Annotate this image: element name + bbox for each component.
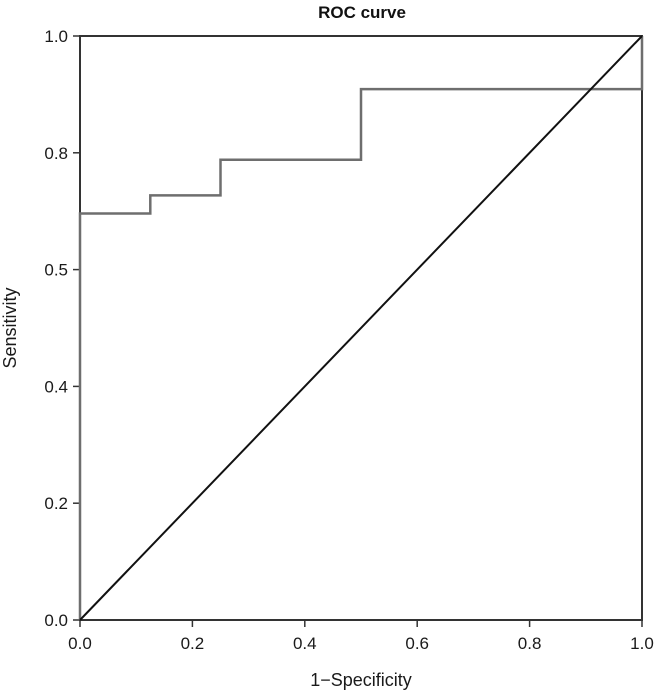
y-tick-label: 0.2 (44, 494, 68, 513)
x-tick-label: 0.2 (181, 634, 205, 653)
y-tick-label: 1.0 (44, 27, 68, 46)
chart-title: ROC curve (318, 3, 406, 22)
x-tick-label: 0.4 (293, 634, 317, 653)
roc-curve-line (78, 36, 644, 620)
reference-diagonal-line (79, 35, 643, 621)
x-axis-title: 1−Specificity (310, 670, 412, 690)
x-axis: 0.0 0.2 0.4 0.6 0.8 1.0 (68, 620, 654, 653)
x-tick-label: 0.6 (405, 634, 429, 653)
y-tick-label: 0.0 (44, 611, 68, 630)
x-tick-label: 0.0 (68, 634, 92, 653)
y-tick-label: 0.5 (44, 261, 68, 280)
y-tick-label: 0.8 (44, 144, 68, 163)
y-tick-label: 0.4 (44, 377, 68, 396)
y-axis: 0.0 0.2 0.4 0.5 0.8 1.0 (44, 27, 80, 630)
x-tick-label: 0.8 (518, 634, 542, 653)
y-axis-title: Sensitivity (0, 287, 20, 368)
x-tick-label: 1.0 (630, 634, 654, 653)
series-layer (78, 35, 644, 621)
